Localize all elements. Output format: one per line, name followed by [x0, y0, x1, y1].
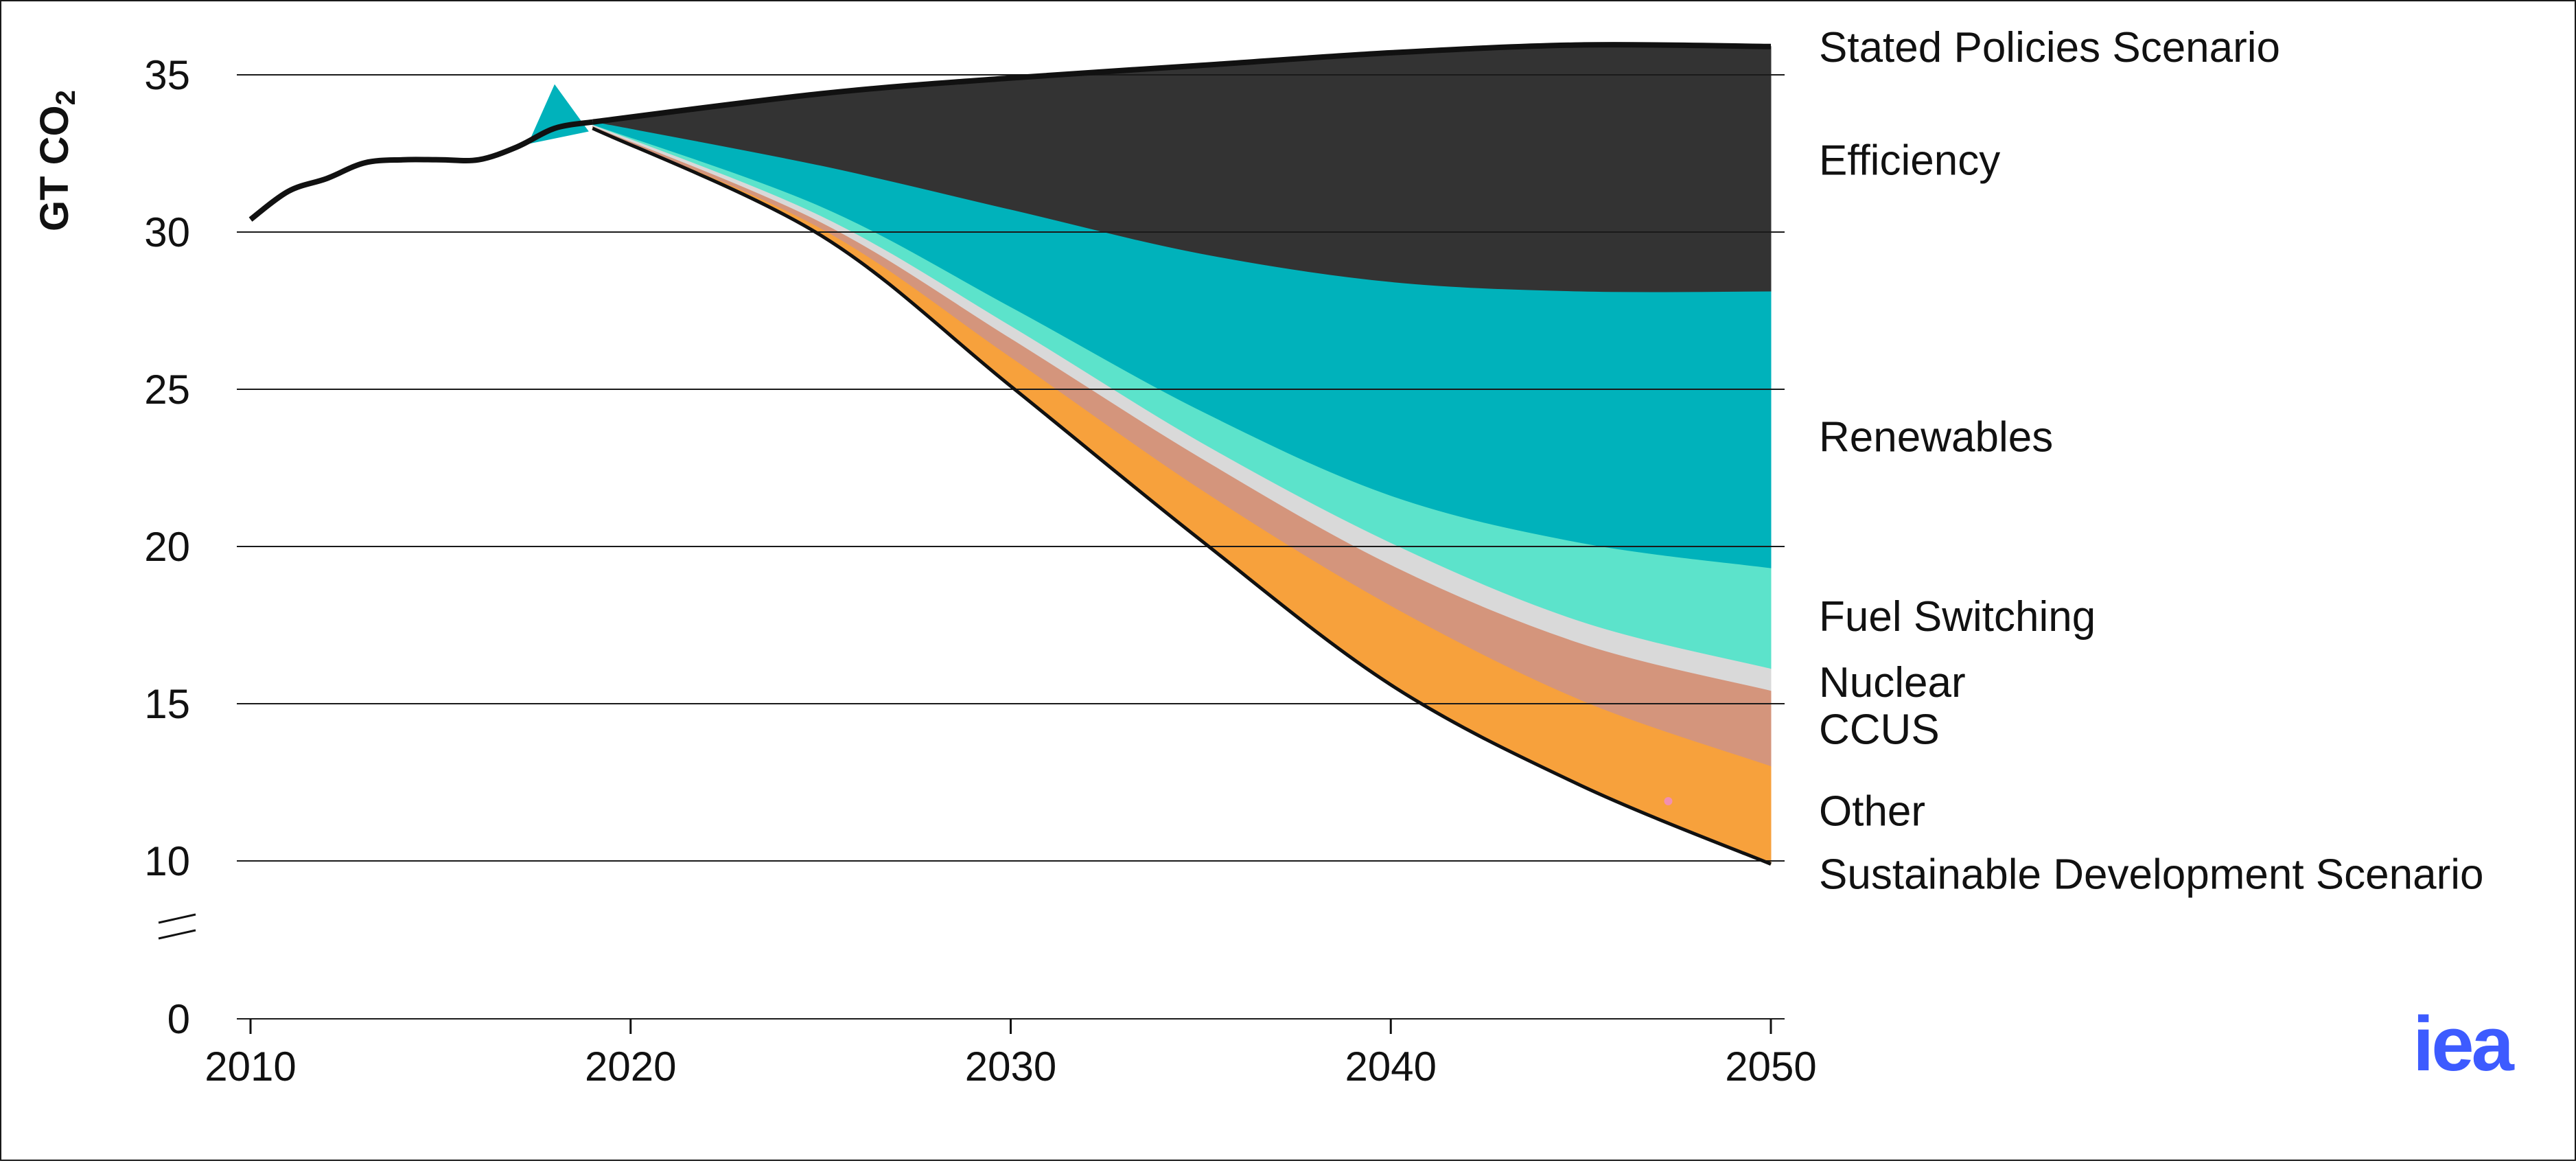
x-tick-label-2050: 2050: [1725, 1044, 1816, 1090]
x-tick-label-2030: 2030: [965, 1044, 1056, 1090]
x-tick-label-2040: 2040: [1345, 1044, 1437, 1090]
label-nuclear: Nuclear: [1819, 659, 1966, 706]
scenario-lines: [248, 42, 1772, 866]
y-axis-label-subscript: 2: [51, 90, 81, 105]
label-stated-policies-scenario: Stated Policies Scenario: [1819, 24, 2280, 71]
bands-group: [528, 44, 1772, 865]
iea-logo: iea: [2413, 1001, 2514, 1087]
line-sustainable-development-scenario: [592, 126, 1772, 866]
axis-break-mark-2: [158, 929, 196, 940]
y-axis-label-main: GT CO: [32, 105, 77, 231]
line-historical: [248, 119, 594, 222]
axes: 0 10 15 20 25 30 35 2010 2020 2030 2040 2050: [144, 52, 1816, 1090]
band-spike-2018: [528, 84, 589, 144]
label-other: Other: [1819, 788, 1925, 836]
series-labels: Stated Policies Scenario Efficiency Renewa…: [1819, 24, 2483, 899]
label-efficiency: Efficiency: [1819, 137, 2000, 185]
x-tick-label-2010: 2010: [205, 1044, 296, 1090]
x-tick-label-2020: 2020: [585, 1044, 676, 1090]
label-fuel-switching: Fuel Switching: [1819, 593, 2096, 641]
y-tick-label-35: 35: [144, 52, 190, 98]
axis-break-mark-1: [158, 913, 196, 924]
y-tick-label-15: 15: [144, 681, 190, 727]
label-renewables: Renewables: [1819, 414, 2053, 461]
y-tick-label-20: 20: [144, 524, 190, 570]
y-tick-label-0: 0: [167, 996, 190, 1042]
label-sustainable-development-scenario: Sustainable Development Scenario: [1819, 851, 2483, 898]
other-marker: [1664, 796, 1673, 805]
line-stated-policies-scenario: [592, 42, 1772, 125]
y-tick-label-10: 10: [144, 838, 190, 884]
y-axis-label: GT CO2: [32, 90, 81, 231]
y-tick-label-25: 25: [144, 367, 190, 413]
label-ccus: CCUS: [1819, 706, 1940, 754]
y-tick-label-30: 30: [144, 209, 190, 255]
